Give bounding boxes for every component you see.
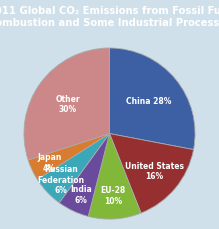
Text: Other
30%: Other 30% [56, 94, 80, 114]
Wedge shape [110, 49, 195, 150]
Text: Japan
4%: Japan 4% [37, 153, 61, 172]
Wedge shape [28, 134, 110, 180]
Wedge shape [24, 49, 110, 160]
Wedge shape [110, 134, 194, 213]
Text: United States
16%: United States 16% [125, 161, 184, 180]
Wedge shape [88, 134, 141, 219]
Wedge shape [59, 134, 110, 216]
Wedge shape [37, 134, 110, 203]
Text: 2011 Global CO₂ Emissions from Fossil Fuel
Combustion and Some Industrial Proces: 2011 Global CO₂ Emissions from Fossil Fu… [0, 6, 219, 28]
Text: India
6%: India 6% [70, 184, 92, 204]
Text: China 28%: China 28% [126, 97, 172, 106]
Text: EU-28
10%: EU-28 10% [101, 185, 126, 205]
Text: Russian
Federation
6%: Russian Federation 6% [37, 165, 84, 194]
